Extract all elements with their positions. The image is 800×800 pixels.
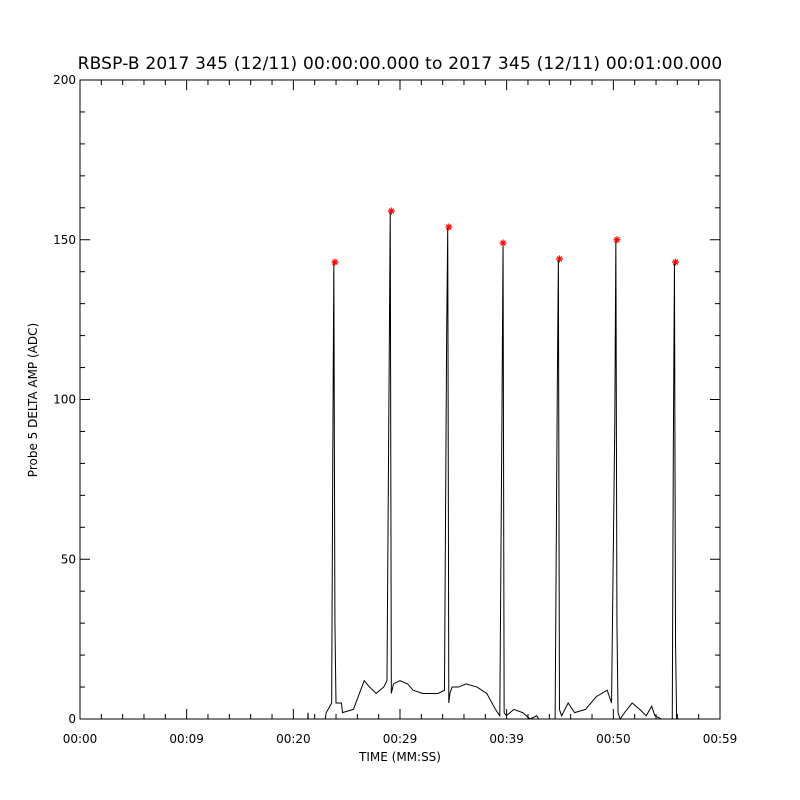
x-tick-label: 00:09	[169, 732, 204, 746]
peak-marker-stroke	[614, 236, 620, 243]
peak-marker	[445, 223, 453, 231]
x-tick-label: 00:29	[383, 732, 418, 746]
chart-title: RBSP-B 2017 345 (12/11) 00:00:00.000 to …	[77, 54, 723, 74]
y-tick-label: 150	[53, 233, 76, 247]
x-tick-label: 00:39	[489, 732, 524, 746]
y-tick-label: 50	[61, 552, 76, 566]
peak-marker-stroke	[500, 240, 506, 246]
x-tick-label: 00:00	[63, 732, 98, 746]
peak-marker-stroke	[445, 224, 452, 230]
x-tick-label: 00:59	[703, 732, 738, 746]
y-tick-label: 100	[53, 393, 76, 407]
peak-marker-stroke	[672, 259, 679, 265]
peak-marker	[613, 236, 621, 244]
peak-marker-stroke	[556, 256, 563, 262]
peak-marker	[331, 258, 339, 266]
peak-markers	[331, 207, 680, 266]
peak-marker	[499, 239, 507, 247]
x-tick-label: 00:20	[276, 732, 311, 746]
data-layer	[80, 210, 720, 721]
y-tick-label: 200	[53, 73, 76, 87]
axes: 0 50 100 150 200 00:00 00:09 00:20 00:29 00:39 00:…	[53, 73, 737, 746]
peak-marker-stroke	[332, 259, 338, 265]
y-tick-label: 0	[68, 712, 76, 726]
peak-marker	[387, 207, 395, 215]
plot-frame	[79, 79, 721, 720]
series-line-0	[80, 210, 720, 721]
peak-marker	[555, 255, 563, 263]
x-axis-label: TIME (MM:SS)	[359, 750, 441, 764]
peak-marker	[672, 258, 680, 266]
peak-marker-stroke	[388, 208, 395, 214]
x-tick-label: 00:50	[596, 732, 631, 746]
y-axis-label: Probe 5 DELTA AMP (ADC)	[26, 322, 40, 478]
